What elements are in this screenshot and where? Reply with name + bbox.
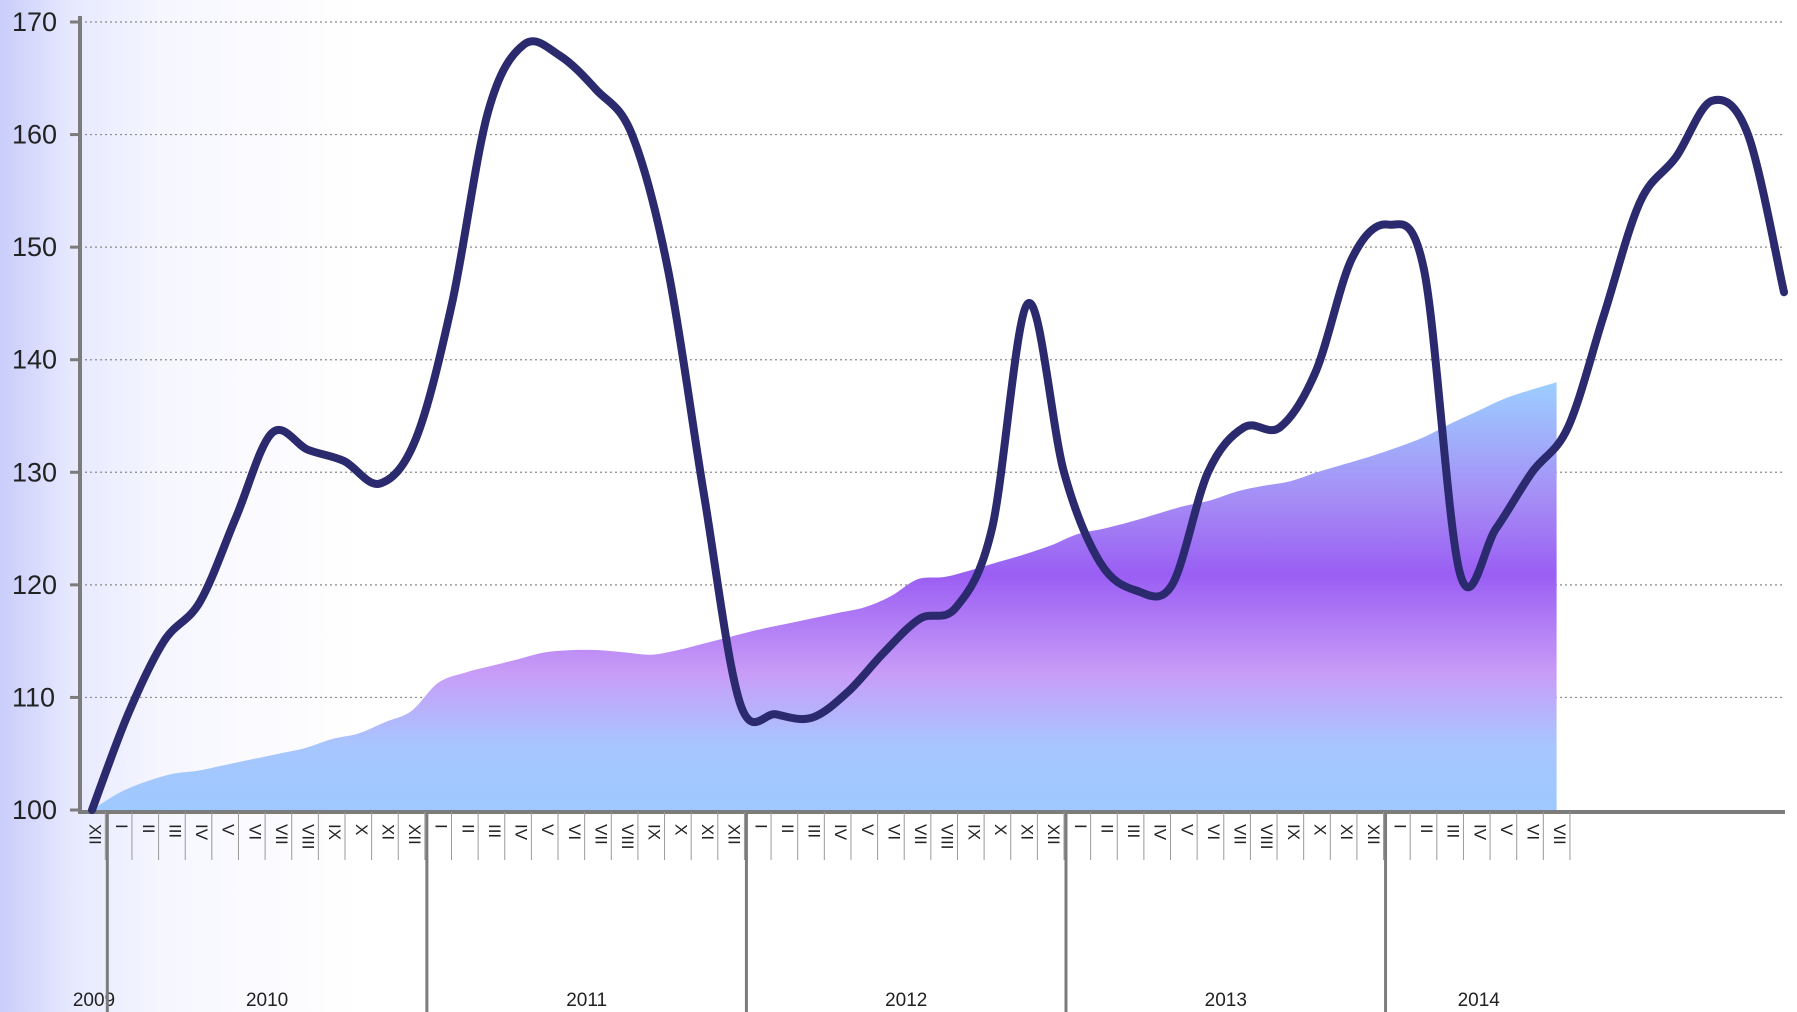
x-year-label: 2011 bbox=[566, 990, 607, 1011]
x-year-label: 2012 bbox=[885, 990, 927, 1011]
x-month-tick-label: XI bbox=[1337, 824, 1356, 840]
x-month-tick-label: VIII bbox=[938, 824, 957, 850]
x-month-tick-label: XII bbox=[86, 824, 105, 845]
x-month-tick-label: VI bbox=[1524, 824, 1543, 840]
x-month-tick-label: X bbox=[671, 824, 690, 835]
y-tick-label: 120 bbox=[12, 570, 57, 600]
x-month-tick-label: II bbox=[139, 824, 158, 833]
x-month-tick-label: I bbox=[751, 824, 770, 829]
x-month-tick-label: I bbox=[1390, 824, 1409, 829]
x-month-tick-label: XII bbox=[405, 824, 424, 845]
x-month-tick-label: X bbox=[991, 824, 1010, 835]
x-month-tick-label: VII bbox=[591, 824, 610, 845]
x-month-tick-label: IV bbox=[192, 824, 211, 841]
x-month-tick-label: V bbox=[219, 824, 238, 836]
axes bbox=[70, 16, 1785, 814]
x-year-label: 2014 bbox=[1458, 990, 1501, 1011]
x-month-tick-label: IX bbox=[645, 824, 664, 840]
x-month-tick-label: II bbox=[458, 824, 477, 833]
x-month-tick-label: II bbox=[1417, 824, 1436, 833]
x-month-tick-label: V bbox=[858, 824, 877, 836]
y-tick-label: 170 bbox=[12, 7, 57, 37]
line-series-path bbox=[88, 37, 1788, 814]
x-month-tick-label: VI bbox=[245, 824, 264, 840]
x-month-tick-label: III bbox=[165, 824, 184, 838]
x-month-tick-label: I bbox=[112, 824, 131, 829]
x-month-tick-label: IX bbox=[1284, 824, 1303, 840]
x-month-tick-label: III bbox=[1124, 824, 1143, 838]
x-month-tick-label: VII bbox=[911, 824, 930, 845]
x-year-label: 2010 bbox=[246, 990, 288, 1011]
x-month-tick-label: VIII bbox=[618, 824, 637, 850]
x-month-tick-label: XI bbox=[698, 824, 717, 840]
x-month-tick-label: VII bbox=[1231, 824, 1250, 845]
x-month-tick-label: VII bbox=[272, 824, 291, 845]
y-tick-label: 100 bbox=[12, 795, 57, 825]
area-series bbox=[92, 382, 1557, 810]
x-year-label: 2013 bbox=[1205, 990, 1247, 1011]
x-month-tick-label: X bbox=[352, 824, 371, 835]
y-tick-label: 110 bbox=[12, 682, 55, 712]
y-axis-ticks: 100 110 120 130 140 150 160 170 bbox=[12, 7, 57, 825]
x-month-tick-label: IV bbox=[512, 824, 531, 841]
x-month-tick-label: VI bbox=[1204, 824, 1223, 840]
x-axis-ticks: XII I II III IV V VI VII VIII IX X XI XII I II III IV V VI… bbox=[73, 812, 1571, 1012]
x-month-tick-label: V bbox=[538, 824, 557, 836]
y-tick-label: 130 bbox=[12, 457, 57, 487]
x-month-tick-label: X bbox=[1310, 824, 1329, 835]
x-month-tick-label: VIII bbox=[299, 824, 318, 850]
x-month-tick-label: IX bbox=[964, 824, 983, 840]
x-month-tick-label: VII bbox=[1550, 824, 1569, 845]
x-month-tick-label: V bbox=[1497, 824, 1516, 836]
x-month-tick-label: V bbox=[1177, 824, 1196, 836]
x-month-tick-label: IV bbox=[831, 824, 850, 841]
line-series bbox=[88, 37, 1788, 814]
y-tick-label: 160 bbox=[12, 120, 57, 150]
x-month-tick-label: XI bbox=[1018, 824, 1037, 840]
x-month-tick-label: III bbox=[805, 824, 824, 838]
x-month-tick-label: VIII bbox=[1257, 824, 1276, 850]
x-month-tick-label: II bbox=[1097, 824, 1116, 833]
x-year-label: 2009 bbox=[73, 990, 115, 1011]
x-month-tick-label: IV bbox=[1470, 824, 1489, 841]
x-month-tick-label: VI bbox=[565, 824, 584, 840]
x-month-tick-label: XI bbox=[378, 824, 397, 840]
x-month-tick-label: IX bbox=[325, 824, 344, 840]
x-month-tick-label: XII bbox=[725, 824, 744, 845]
x-month-tick-label: I bbox=[432, 824, 451, 829]
x-month-tick-label: III bbox=[485, 824, 504, 838]
x-month-tick-label: II bbox=[778, 824, 797, 833]
x-month-tick-label: VI bbox=[884, 824, 903, 840]
area-series-fill bbox=[92, 382, 1557, 810]
y-tick-label: 150 bbox=[12, 232, 57, 262]
x-month-tick-label: III bbox=[1444, 824, 1463, 838]
x-month-tick-label: IV bbox=[1151, 824, 1170, 841]
y-tick-label: 140 bbox=[12, 345, 57, 375]
x-month-tick-label: I bbox=[1071, 824, 1090, 829]
x-month-tick-label: XII bbox=[1044, 824, 1063, 845]
x-month-tick-label: XII bbox=[1364, 824, 1383, 845]
